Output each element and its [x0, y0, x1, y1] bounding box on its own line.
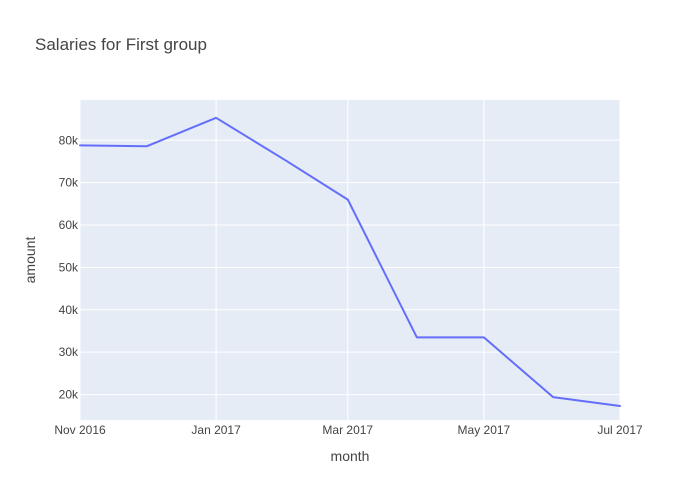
- series-line[interactable]: [79, 116, 621, 407]
- y-tick-label: 80k: [59, 133, 79, 147]
- x-axis-ticks: Nov 2016 Jan 2017 Mar 2017 May 2017 Jul 2017: [54, 423, 643, 437]
- x-tick-label: Jan 2017: [191, 423, 241, 437]
- x-tick-label: May 2017: [458, 423, 511, 437]
- y-axis-title: amount: [22, 237, 38, 284]
- x-tick-label: Nov 2016: [54, 423, 106, 437]
- y-tick-label: 20k: [59, 388, 79, 402]
- y-axis-ticks: 20k 30k 40k 50k 60k 70k 80k: [59, 133, 79, 401]
- chart-title: Salaries for First group: [35, 35, 207, 54]
- x-tick-label: Mar 2017: [322, 423, 373, 437]
- y-tick-label: 70k: [59, 176, 79, 190]
- x-axis-title: month: [331, 448, 370, 464]
- plot-area: [80, 100, 620, 420]
- y-tick-label: 40k: [59, 303, 79, 317]
- y-tick-label: 50k: [59, 260, 79, 274]
- gridlines: [79, 100, 621, 420]
- series-layer: [79, 116, 621, 407]
- x-tick-label: Jul 2017: [597, 423, 643, 437]
- y-tick-label: 30k: [59, 345, 79, 359]
- y-tick-label: 60k: [59, 218, 79, 232]
